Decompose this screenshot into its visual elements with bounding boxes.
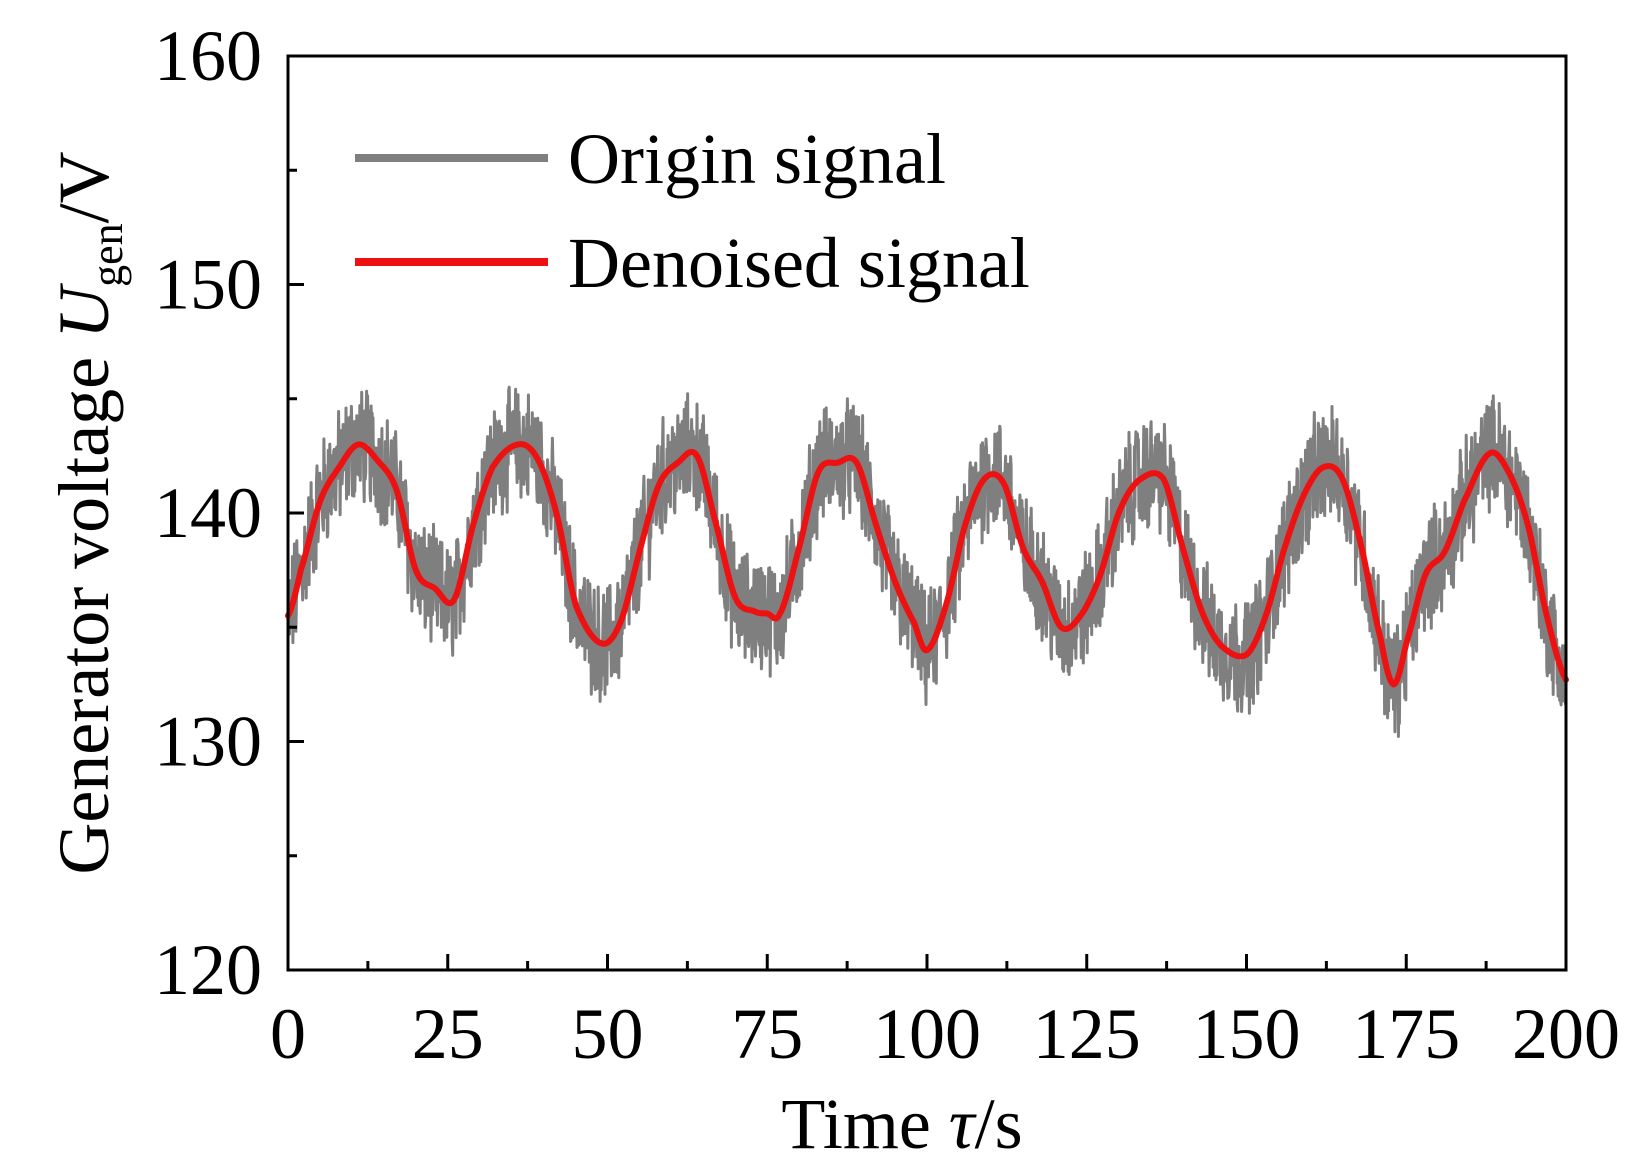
y-axis: 120 130 140 150 160	[154, 16, 304, 1010]
legend: Origin signal Denoised signal	[355, 119, 1030, 303]
y-tick-label: 150	[154, 245, 262, 325]
y-tick-label: 160	[154, 16, 262, 96]
x-axis-title-suffix: /s	[975, 1084, 1023, 1164]
y-axis-title-prefix: Generator voltage	[44, 339, 124, 875]
y-tick-label: 130	[154, 702, 262, 782]
y-tick-label: 140	[154, 473, 262, 553]
x-axis-title-prefix: Time	[781, 1084, 948, 1164]
y-axis-title-suffix: /V	[44, 151, 124, 223]
legend-label-origin: Origin signal	[568, 119, 946, 199]
x-tick-label: 150	[1193, 994, 1301, 1074]
y-axis-title-symbol: U	[44, 283, 124, 339]
x-tick-label: 75	[731, 994, 803, 1074]
x-tick-label: 125	[1033, 994, 1141, 1074]
y-axis-title-subscript: gen	[83, 223, 132, 287]
x-tick-label: 100	[873, 994, 981, 1074]
legend-label-denoised: Denoised signal	[568, 223, 1030, 303]
x-tick-label: 50	[572, 994, 644, 1074]
origin-signal-series	[286, 385, 1568, 738]
denoised-signal-line	[285, 441, 1569, 688]
x-tick-label: 200	[1512, 994, 1620, 1074]
y-axis-title: Generator voltage Ugen/V	[44, 151, 132, 874]
x-axis-title-symbol: τ	[949, 1084, 977, 1164]
origin-signal-line	[286, 385, 1568, 738]
x-tick-label: 0	[270, 994, 306, 1074]
x-axis: 0 25 50 75 100 125 150 175 200	[270, 954, 1620, 1074]
x-axis-title: Time τ/s	[781, 1084, 1022, 1164]
x-tick-label: 25	[412, 994, 484, 1074]
y-tick-label: 120	[154, 930, 262, 1010]
x-tick-label: 175	[1352, 994, 1460, 1074]
denoised-signal-series	[285, 441, 1569, 688]
